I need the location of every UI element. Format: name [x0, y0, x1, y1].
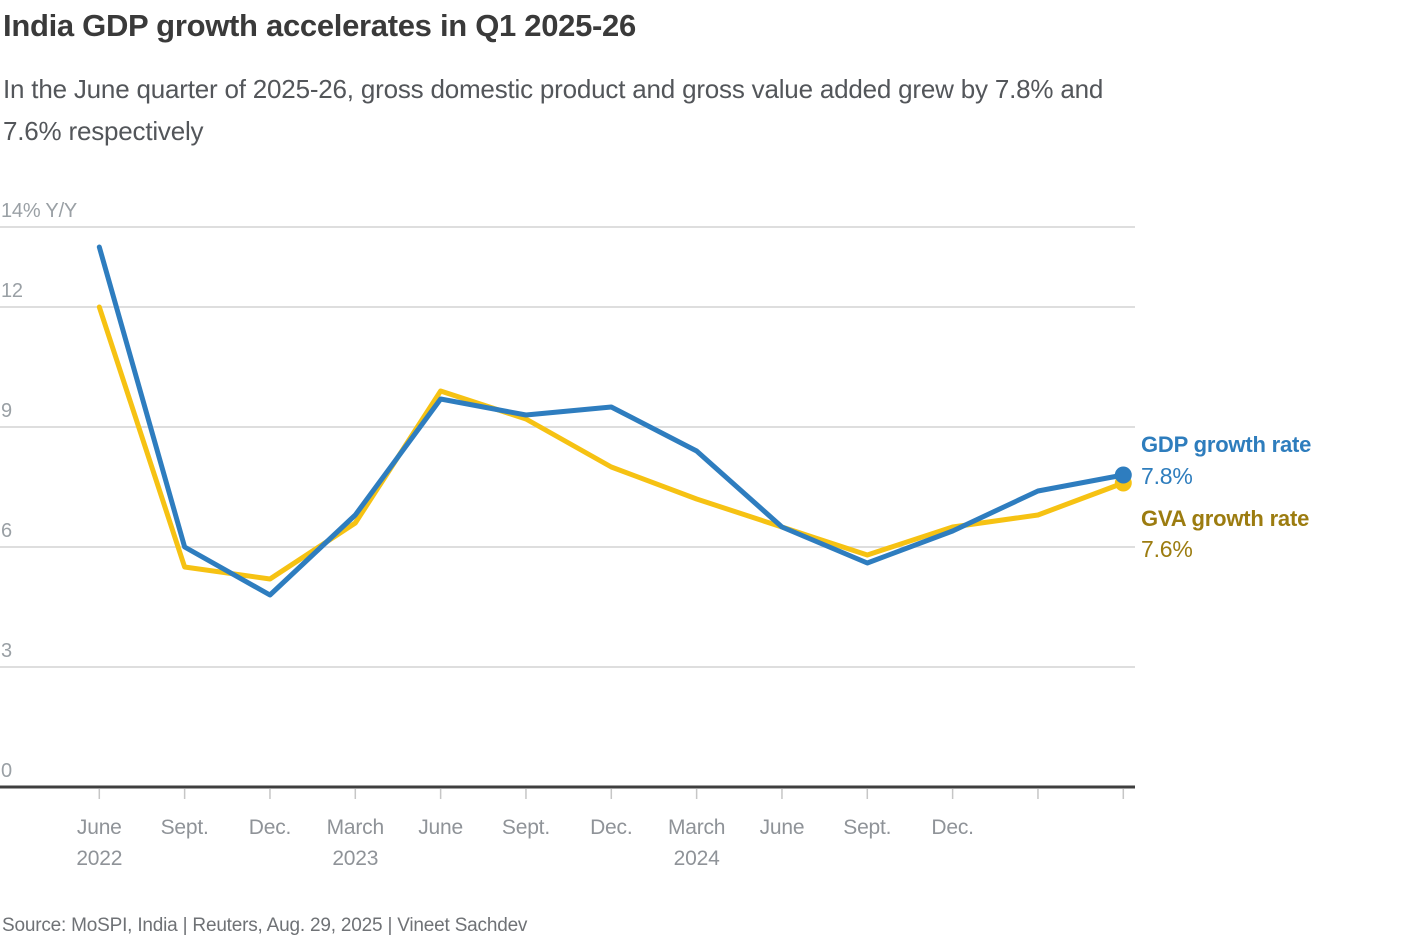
- x-axis-label-year: 2023: [332, 847, 379, 870]
- x-axis-label-month: Dec.: [248, 816, 292, 839]
- y-axis-label: 3: [1, 640, 12, 662]
- x-axis-label-month: Sept.: [501, 816, 550, 839]
- x-axis-label-month: March: [326, 816, 385, 839]
- x-axis-label-month: March: [667, 816, 726, 839]
- x-axis-label-month: June: [418, 816, 463, 839]
- x-axis-label-month: June: [76, 816, 122, 839]
- y-axis-label: 0: [1, 760, 12, 782]
- gdp-end-dot: [1114, 466, 1132, 484]
- x-axis-label-month: Dec.: [931, 816, 974, 839]
- x-axis-label-month: Dec.: [590, 816, 633, 839]
- y-axis-label: 14% Y/Y: [1, 200, 78, 222]
- x-axis-label-year: 2024: [673, 847, 720, 870]
- x-axis-label-month: Sept.: [843, 816, 892, 839]
- x-axis-label-month: Sept.: [160, 816, 209, 839]
- legend-gva-name: GVA growth rate: [1141, 506, 1310, 531]
- y-axis-label: 12: [1, 280, 23, 302]
- source-attribution: Source: MoSPI, India | Reuters, Aug. 29,…: [2, 915, 528, 936]
- chart-subtitle-line2: 7.6% respectively: [3, 116, 204, 146]
- chart-subtitle-line1: In the June quarter of 2025-26, gross do…: [3, 74, 1104, 104]
- legend-gdp-name: GDP growth rate: [1141, 432, 1312, 457]
- y-axis-label: 9: [1, 400, 12, 422]
- gva-line: [96, 304, 1126, 582]
- x-axis-label-month: June: [759, 816, 805, 839]
- gdp-line: [96, 244, 1126, 598]
- y-axis-label: 6: [1, 520, 12, 542]
- legend-gdp-value: 7.8%: [1141, 463, 1193, 489]
- chart-subtitle: In the June quarter of 2025-26, gross do…: [3, 68, 1103, 152]
- chart-title: India GDP growth accelerates in Q1 2025-…: [3, 8, 636, 43]
- x-axis-label-year: 2022: [76, 847, 123, 870]
- legend-gva-value: 7.6%: [1141, 536, 1193, 562]
